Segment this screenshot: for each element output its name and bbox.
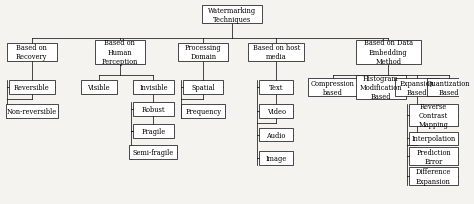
FancyBboxPatch shape [395, 79, 439, 97]
Text: Semi-fragile: Semi-fragile [133, 149, 174, 156]
FancyBboxPatch shape [133, 124, 173, 138]
FancyBboxPatch shape [9, 81, 55, 95]
FancyBboxPatch shape [409, 148, 458, 165]
FancyBboxPatch shape [7, 44, 56, 61]
FancyBboxPatch shape [356, 76, 406, 100]
FancyBboxPatch shape [259, 104, 293, 118]
FancyBboxPatch shape [409, 132, 458, 146]
Text: Reverse
Contrast
Mapping: Reverse Contrast Mapping [419, 102, 448, 128]
Text: Spatial: Spatial [191, 84, 215, 92]
FancyBboxPatch shape [129, 146, 177, 159]
FancyBboxPatch shape [81, 81, 117, 95]
FancyBboxPatch shape [356, 41, 421, 64]
FancyBboxPatch shape [183, 81, 223, 95]
Text: Frequency: Frequency [185, 107, 221, 115]
Text: Robust: Robust [142, 105, 165, 113]
Text: Prediction
Error: Prediction Error [416, 148, 451, 165]
FancyBboxPatch shape [409, 104, 458, 126]
Text: Reversible: Reversible [14, 84, 50, 92]
Text: Compression
based: Compression based [311, 79, 355, 96]
FancyBboxPatch shape [409, 167, 458, 185]
Text: Non-reversible: Non-reversible [7, 107, 57, 115]
FancyBboxPatch shape [133, 102, 173, 116]
Text: Video: Video [267, 107, 286, 115]
Text: Based on Data
Embedding
Method: Based on Data Embedding Method [364, 39, 413, 65]
Text: Image: Image [265, 154, 287, 162]
Text: Interpolation: Interpolation [411, 135, 456, 143]
FancyBboxPatch shape [181, 104, 225, 118]
FancyBboxPatch shape [202, 6, 262, 24]
Text: Difference
Expansion: Difference Expansion [416, 167, 451, 185]
Text: Processing
Domain: Processing Domain [185, 44, 222, 61]
FancyBboxPatch shape [133, 81, 173, 95]
Text: Expansion
Based: Expansion Based [400, 79, 435, 96]
Text: Visible: Visible [88, 84, 110, 92]
Text: Invisible: Invisible [139, 84, 168, 92]
Text: Quantization
Based: Quantization Based [427, 79, 471, 96]
FancyBboxPatch shape [95, 41, 145, 64]
FancyBboxPatch shape [259, 128, 293, 142]
FancyBboxPatch shape [259, 152, 293, 165]
Text: Fragile: Fragile [141, 127, 165, 135]
Text: Text: Text [269, 84, 283, 92]
FancyBboxPatch shape [178, 44, 228, 61]
FancyBboxPatch shape [259, 81, 293, 95]
Text: Histogram
Modification
Based: Histogram Modification Based [359, 75, 402, 101]
Text: Based on host
media: Based on host media [253, 44, 300, 61]
FancyBboxPatch shape [6, 104, 57, 118]
Text: Watermarking
Techniques: Watermarking Techniques [208, 7, 256, 24]
FancyBboxPatch shape [427, 79, 471, 97]
Text: Audio: Audio [266, 131, 286, 139]
Text: Based on
Recovery: Based on Recovery [16, 44, 47, 61]
FancyBboxPatch shape [308, 79, 358, 97]
Text: Based on
Human
Perception: Based on Human Perception [102, 39, 138, 65]
FancyBboxPatch shape [248, 44, 304, 61]
